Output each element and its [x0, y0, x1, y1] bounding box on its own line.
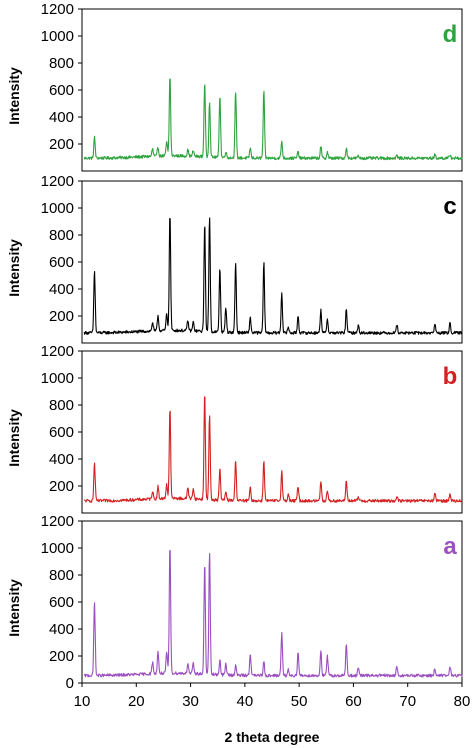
panel-c: 200 400 600 800 1000 1200 Intensity c	[6, 173, 463, 344]
y-tick-label: 400	[49, 109, 74, 126]
y-tick-label: 600	[49, 254, 74, 271]
x-axis-title: 2 theta degree	[225, 729, 320, 745]
panel-b: 200 400 600 800 1000 1200 Intensity b	[6, 343, 463, 514]
y-tick-label: 200	[49, 136, 74, 153]
x-tick-label: 30	[182, 693, 199, 710]
x-tick-label: 20	[128, 693, 145, 710]
y-tick-label: 200	[49, 478, 74, 495]
plot-frame	[81, 350, 463, 514]
series-c-line	[83, 217, 463, 335]
panel-label-b: b	[443, 363, 458, 390]
y-tick-label: 1200	[41, 173, 74, 190]
x-tick-label: 80	[454, 693, 471, 710]
y-tick-label: 1000	[41, 540, 74, 557]
x-tick-label: 10	[74, 693, 91, 710]
plot-frame	[81, 180, 463, 344]
y-tick-label: 1000	[41, 28, 74, 45]
y-tick-label: 800	[49, 55, 74, 72]
y-tick-label: 1200	[41, 513, 74, 530]
y-tick-label: 0	[66, 675, 74, 692]
y-tick-label: 400	[49, 621, 74, 638]
y-tick-label: 600	[49, 82, 74, 99]
panel-d: 200 400 600 800 1000 1200 Intensity d	[6, 1, 463, 172]
series-a-line	[83, 549, 463, 678]
y-axis-title: Intensity	[6, 409, 22, 467]
panels-layer: 200 400 600 800 1000 1200 Intensity d 200 400 600 8…	[6, 1, 463, 692]
x-tick-label: 50	[291, 693, 308, 710]
x-axis: 10 20 30 40 50 60 70 80	[74, 683, 471, 710]
y-tick-label: 600	[49, 424, 74, 441]
panel-label-d: d	[443, 21, 458, 48]
y-tick-label: 800	[49, 397, 74, 414]
y-tick-label: 1000	[41, 370, 74, 387]
panel-label-a: a	[443, 533, 457, 560]
panel-label-c: c	[443, 193, 456, 220]
x-tick-label: 60	[345, 693, 362, 710]
series-d-line	[83, 78, 463, 161]
x-tick-label: 40	[237, 693, 254, 710]
y-axis-title: Intensity	[6, 579, 22, 637]
series-b-line	[84, 396, 463, 503]
y-tick-label: 1000	[41, 200, 74, 217]
y-axis-title: Intensity	[6, 67, 22, 125]
y-tick-label: 400	[49, 281, 74, 298]
y-tick-label: 800	[49, 227, 74, 244]
plot-frame	[81, 520, 463, 684]
y-tick-label: 600	[49, 594, 74, 611]
panel-a: 0 200 400 600 800 1000 1200 Intensity a	[6, 513, 463, 692]
y-tick-label: 800	[49, 567, 74, 584]
y-tick-label: 200	[49, 308, 74, 325]
y-tick-label: 1200	[41, 1, 74, 18]
y-tick-label: 1200	[41, 343, 74, 360]
y-axis-title: Intensity	[6, 239, 22, 297]
plot-frame	[81, 8, 463, 172]
x-tick-label: 70	[399, 693, 416, 710]
y-tick-label: 200	[49, 648, 74, 665]
y-tick-label: 400	[49, 451, 74, 468]
